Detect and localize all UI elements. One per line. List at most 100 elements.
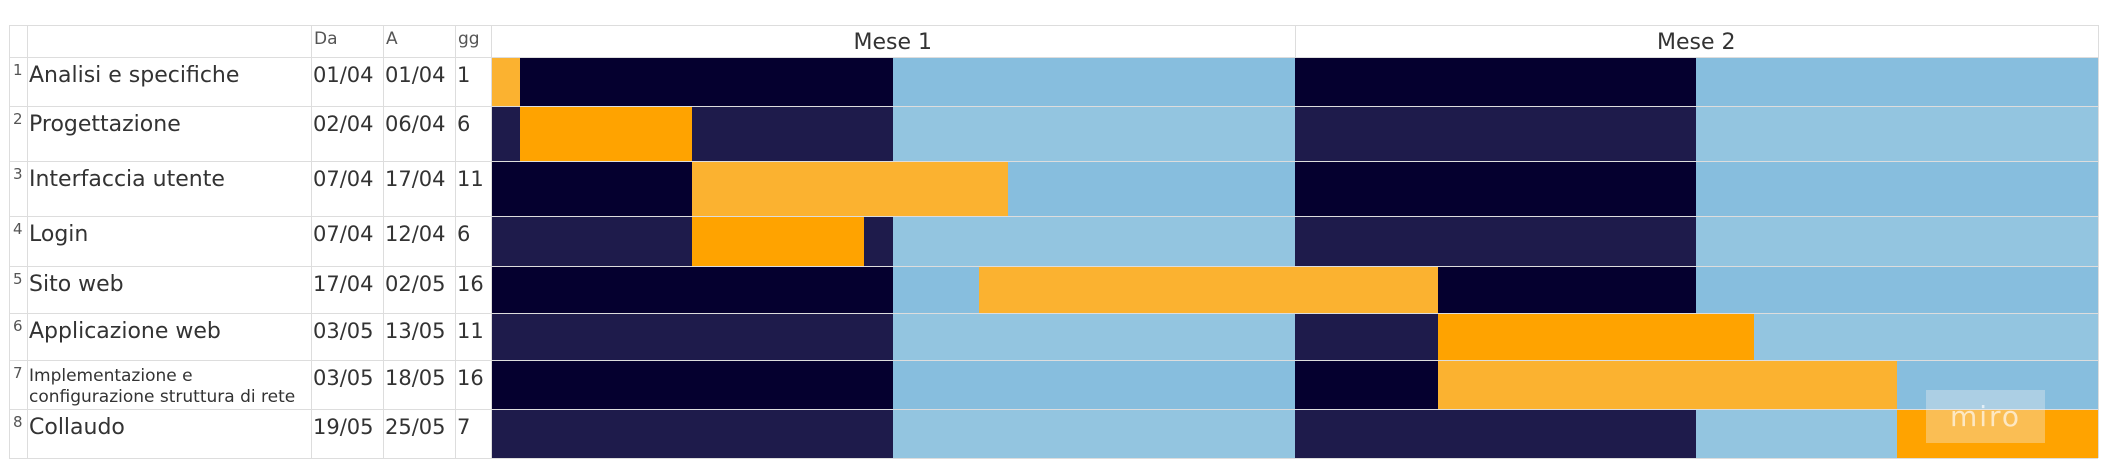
week-cell (1696, 106, 1898, 161)
task-days: 16 (457, 366, 484, 390)
task-from: 03/05 (313, 319, 374, 343)
week-cell (892, 313, 1095, 360)
week-cell (691, 266, 894, 313)
week-cell (1093, 161, 1295, 216)
week-cell (1495, 161, 1697, 216)
week-cell (1897, 313, 2099, 360)
task-number: 5 (13, 270, 23, 288)
week-cell (892, 57, 1095, 106)
task-days: 6 (457, 222, 471, 246)
week-cell (1897, 57, 2099, 106)
row-divider (9, 57, 2098, 58)
week-cell (1495, 409, 1697, 458)
week-cell (1294, 161, 1496, 216)
task-to: 13/05 (385, 319, 446, 343)
row-divider (9, 409, 2098, 410)
week-cell (1696, 161, 1898, 216)
task-name: Implementazione e configurazione struttu… (29, 366, 296, 407)
column-divider (311, 25, 312, 458)
week-cell (1696, 409, 1898, 458)
week-cell (1294, 216, 1496, 266)
week-cell (1093, 360, 1295, 409)
week-cell (1696, 57, 1898, 106)
task-to: 18/05 (385, 366, 446, 390)
week-cell (491, 313, 693, 360)
week-cell (1696, 216, 1898, 266)
week-cell (1495, 266, 1697, 313)
column-divider (383, 25, 384, 458)
month-header: Mese 1 (853, 30, 932, 55)
task-name: Login (29, 222, 89, 247)
task-to: 02/05 (385, 272, 446, 296)
week-cell (691, 106, 894, 161)
week-cell (892, 409, 1095, 458)
week-cell (491, 266, 693, 313)
task-name: Applicazione web (29, 319, 221, 344)
month-header: Mese 2 (1656, 30, 1736, 55)
task-days: 11 (457, 319, 484, 343)
task-name: Collaudo (29, 415, 125, 440)
task-number: 3 (13, 165, 23, 183)
task-number: 7 (13, 364, 23, 382)
row-divider (9, 458, 2098, 459)
week-cell (1294, 57, 1496, 106)
task-number: 8 (13, 413, 23, 431)
task-name: Analisi e specifiche (29, 63, 240, 88)
row-divider (9, 161, 2098, 162)
task-to: 01/04 (385, 63, 446, 87)
task-bar[interactable] (491, 57, 520, 106)
week-cell (1897, 106, 2099, 161)
week-cell (1495, 57, 1697, 106)
task-bar[interactable] (1897, 409, 2098, 458)
week-cell (1897, 161, 2099, 216)
column-divider (2098, 25, 2099, 458)
task-to: 06/04 (385, 112, 446, 136)
task-from: 01/04 (313, 63, 374, 87)
week-cell (892, 216, 1095, 266)
week-cell (1897, 360, 2099, 409)
task-bar[interactable] (1437, 313, 1754, 360)
task-to: 25/05 (385, 415, 446, 439)
header-to: A (386, 29, 398, 49)
week-cell (1093, 216, 1295, 266)
row-divider (9, 25, 2098, 26)
task-name: Sito web (29, 272, 124, 297)
task-from: 07/04 (313, 167, 374, 191)
task-days: 16 (457, 272, 484, 296)
week-cell (491, 360, 693, 409)
task-number: 4 (13, 220, 23, 238)
week-cell (491, 57, 693, 106)
week-cell (892, 106, 1095, 161)
column-divider (9, 25, 10, 458)
task-days: 11 (457, 167, 484, 191)
week-cell (1093, 106, 1295, 161)
task-number: 2 (13, 110, 23, 128)
week-cell (1294, 409, 1496, 458)
task-number: 1 (13, 61, 23, 79)
column-divider (455, 25, 456, 458)
week-cell (691, 409, 894, 458)
task-bar[interactable] (691, 161, 1008, 216)
row-divider (9, 360, 2098, 361)
task-days: 7 (457, 415, 471, 439)
miro-watermark: miro (1926, 390, 2045, 443)
week-cell (1294, 106, 1496, 161)
week-cell (691, 57, 894, 106)
task-from: 07/04 (313, 222, 374, 246)
task-days: 6 (457, 112, 471, 136)
week-cell (691, 360, 894, 409)
week-cell (1495, 216, 1697, 266)
task-from: 19/05 (313, 415, 374, 439)
task-from: 02/04 (313, 112, 374, 136)
task-bar[interactable] (978, 266, 1438, 313)
task-bar[interactable] (1437, 360, 1898, 409)
week-cell (691, 313, 894, 360)
task-bar[interactable] (691, 216, 865, 266)
column-divider (491, 25, 492, 458)
task-bar[interactable] (519, 106, 692, 161)
row-divider (9, 266, 2098, 267)
task-from: 03/05 (313, 366, 374, 390)
task-days: 1 (457, 63, 471, 87)
row-divider (9, 106, 2098, 107)
